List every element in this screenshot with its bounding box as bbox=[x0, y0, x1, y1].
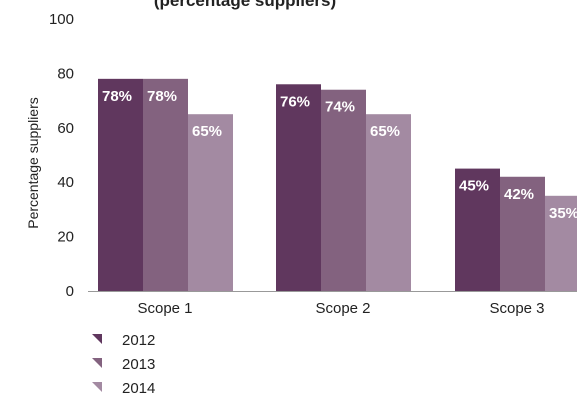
data-label-scope-1-2013: 78% bbox=[147, 88, 177, 105]
data-label-scope-3-2013: 42% bbox=[504, 186, 534, 203]
data-label-scope-1-2012: 78% bbox=[102, 88, 132, 105]
x-axis-categories: Scope 1 Scope 2 Scope 3 bbox=[137, 300, 544, 317]
data-label-scope-3-2014: 35% bbox=[549, 205, 577, 222]
x-category-label-2: Scope 3 bbox=[489, 300, 544, 317]
legend-label-2012: 2012 bbox=[122, 332, 155, 349]
x-category-label-1: Scope 2 bbox=[315, 300, 370, 317]
bar-scope-2-2012 bbox=[276, 84, 321, 291]
y-tick-label-1: 20 bbox=[57, 229, 74, 246]
bar-scope-3-2012 bbox=[455, 168, 500, 291]
legend-swatch-2013 bbox=[92, 358, 102, 368]
data-labels-group: 78% 78% 65% 76% 74% 65% 45% 42% 35% bbox=[102, 88, 577, 222]
y-tick-label-3: 60 bbox=[57, 120, 74, 137]
data-label-scope-2-2014: 65% bbox=[370, 123, 400, 140]
x-category-label-0: Scope 1 bbox=[137, 300, 192, 317]
y-tick-label-2: 40 bbox=[57, 174, 74, 191]
bar-scope-2-2013 bbox=[321, 89, 366, 291]
data-label-scope-3-2012: 45% bbox=[459, 178, 489, 195]
data-label-scope-2-2013: 74% bbox=[325, 99, 355, 116]
legend-swatch-2012 bbox=[92, 334, 102, 344]
bars-group bbox=[98, 78, 577, 291]
bar-scope-1-2013 bbox=[143, 78, 188, 291]
bar-scope-1-2014 bbox=[188, 114, 233, 291]
y-tick-label-5: 100 bbox=[49, 11, 74, 28]
legend: 2012 2013 2014 bbox=[92, 332, 155, 397]
legend-swatch-2014 bbox=[92, 382, 102, 392]
bar-scope-3-2014 bbox=[545, 195, 577, 291]
data-label-scope-1-2014: 65% bbox=[192, 123, 222, 140]
bar-scope-1-2012 bbox=[98, 78, 143, 291]
y-tick-label-4: 80 bbox=[57, 65, 74, 82]
data-label-scope-2-2012: 76% bbox=[280, 93, 310, 110]
y-tick-label-0: 0 bbox=[66, 283, 74, 300]
y-axis-ticks: 0 20 40 60 80 100 bbox=[49, 11, 74, 300]
bar-scope-2-2014 bbox=[366, 114, 411, 291]
chart-title: (percentage suppliers) bbox=[154, 0, 336, 10]
y-axis-label: Percentage suppliers bbox=[25, 97, 41, 229]
bar-scope-3-2013 bbox=[500, 176, 545, 291]
legend-label-2013: 2013 bbox=[122, 356, 155, 373]
legend-label-2014: 2014 bbox=[122, 380, 155, 397]
